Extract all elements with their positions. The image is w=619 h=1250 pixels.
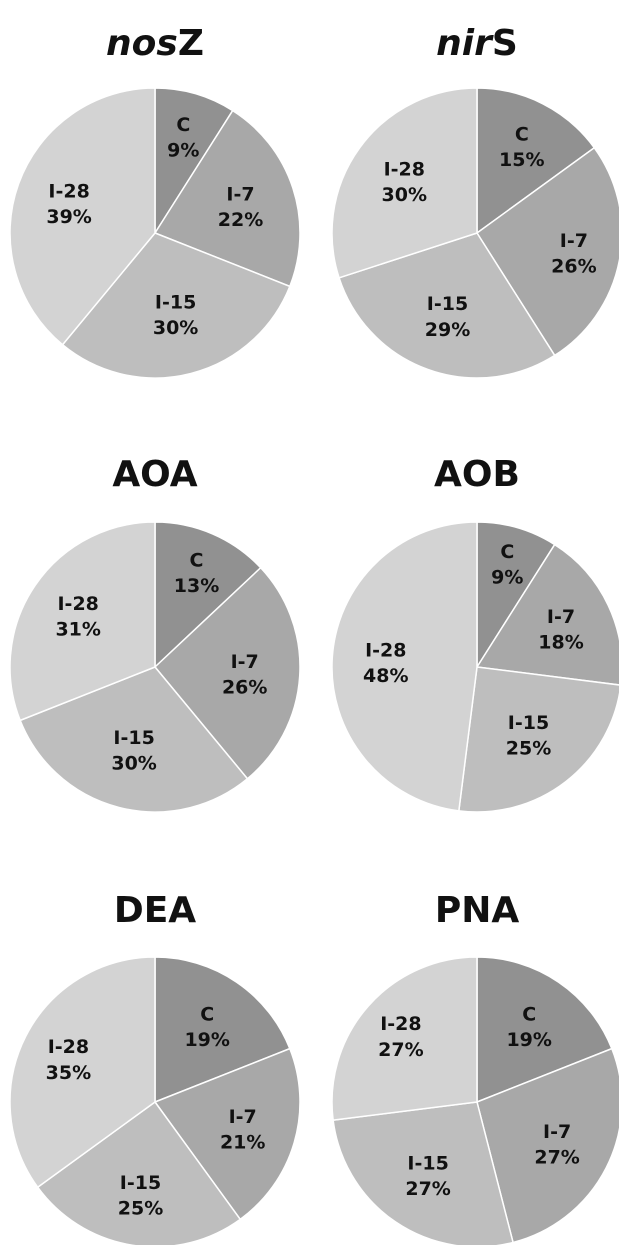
- pie-slice-i-28: [9, 521, 156, 722]
- pie-slice-i-7: [153, 109, 301, 288]
- slice-label-c: C 19%: [184, 1003, 229, 1051]
- pie-slice-c: [476, 521, 556, 670]
- pie-slice-c: [154, 87, 234, 236]
- pie-slice-i-7: [153, 1047, 301, 1221]
- pie-slice-i-7: [475, 146, 619, 357]
- pie-slice-i-28: [331, 87, 478, 279]
- slice-label-i-28: I-28 31%: [55, 593, 100, 641]
- pie-slice-i-28: [331, 956, 478, 1122]
- pie-slice-i-28: [331, 521, 478, 812]
- chart-title: AOB: [434, 454, 520, 495]
- pie-slice-i-7: [153, 566, 301, 780]
- chart-title: nirS: [436, 23, 518, 64]
- slice-label-i-7: I-7 26%: [222, 651, 267, 699]
- chart-title: PNA: [435, 890, 520, 931]
- slice-label-i-7: I-7 21%: [220, 1106, 265, 1154]
- slice-label-i-7: I-7 22%: [218, 183, 263, 231]
- slice-label-c: C 15%: [499, 123, 544, 171]
- pie-slice-i-15: [19, 666, 249, 813]
- slice-label-i-28: I-28 27%: [378, 1013, 423, 1061]
- pie-chart-1: nosZ C 9% I-7 22% I-15 30% I-28 39%: [9, 23, 301, 379]
- pie-slice-i-28: [9, 87, 156, 346]
- chart-title: nosZ: [106, 23, 204, 64]
- pie-slice-c: [154, 521, 262, 669]
- slice-label-i-7: I-7 27%: [534, 1121, 579, 1169]
- pie-slice-c: [476, 956, 613, 1104]
- slice-label-i-15: I-15 30%: [153, 291, 198, 339]
- slice-label-i-15: I-15 25%: [506, 712, 551, 760]
- slice-label-c: C 13%: [174, 549, 219, 597]
- slice-label-i-7: I-7 26%: [551, 230, 596, 278]
- slice-label-i-15: I-15 25%: [118, 1172, 163, 1220]
- pie-slice-i-15: [338, 232, 556, 379]
- chart-title: AOA: [112, 454, 197, 495]
- pie-slice-i-15: [457, 666, 619, 813]
- chart-title: DEA: [114, 890, 196, 931]
- pie-slice-i-28: [9, 956, 156, 1189]
- slice-label-i-15: I-15 29%: [425, 293, 470, 341]
- pie-slice-c: [154, 956, 291, 1104]
- pie-chart-3: AOA C 13% I-7 26% I-15 30% I-28 31%: [9, 454, 301, 813]
- slice-label-i-28: I-28 30%: [382, 158, 427, 206]
- pie-slice-i-7: [475, 543, 619, 686]
- slice-label-i-28: I-28 39%: [46, 180, 91, 228]
- slice-label-c: C 19%: [506, 1003, 551, 1051]
- slice-label-i-15: I-15 30%: [111, 727, 156, 775]
- pie-chart-2: nirS C 15% I-7 26% I-15 29% I-28 30%: [331, 23, 619, 379]
- pie-slice-i-15: [61, 232, 291, 379]
- slice-label-i-15: I-15 27%: [405, 1152, 450, 1200]
- slice-label-c: C 9%: [491, 541, 523, 589]
- slice-label-c: C 9%: [167, 114, 199, 162]
- pie-slice-i-7: [476, 1047, 619, 1244]
- pie-chart-5: DEA C 19% I-7 21% I-15 25% I-28 35%: [9, 890, 301, 1248]
- slice-label-i-28: I-28 48%: [363, 640, 408, 688]
- pie-chart-4: AOB C 9% I-7 18% I-15 25% I-28 48%: [331, 454, 619, 813]
- pie-chart-6: PNA C 19% I-7 27% I-15 27% I-28 27%: [331, 890, 619, 1248]
- pie-slice-c: [476, 87, 596, 235]
- slice-label-i-28: I-28 35%: [46, 1036, 91, 1084]
- slice-label-i-7: I-7 18%: [538, 606, 583, 654]
